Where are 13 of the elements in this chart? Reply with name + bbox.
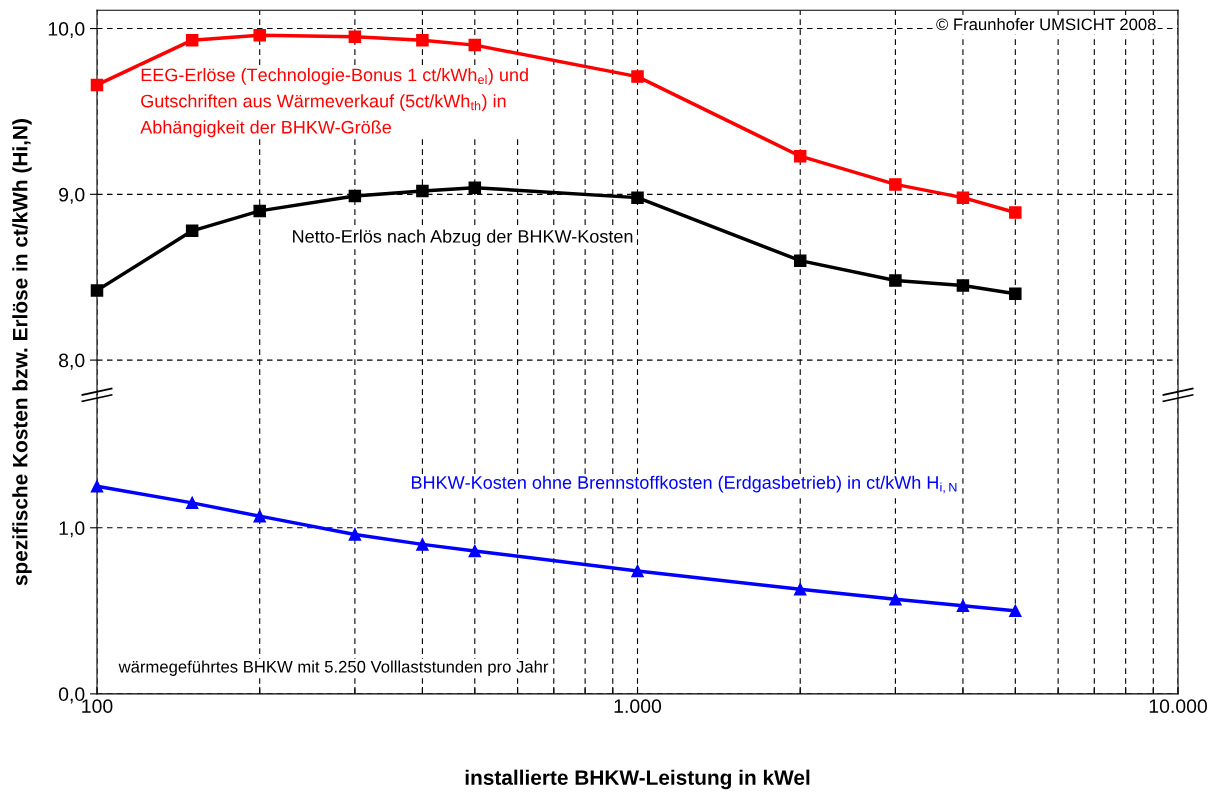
text: BHKW-Kosten ohne Brennstoffkosten (Erdgasbetrieb) in ct/kWh H$_{i,N}$: [411, 475, 957, 494]
text: EEG-Erlöse (Technologie-Bonus 1 ct/kWh$_{el}$) und Gutschriften aus Wärmeverkauf (5ct/kWh$_{th}$) in Abhängigkeit der BHKW-Größe: [140, 68, 528, 138]
x-axis-title: installierte BHKW-Leistung in kWel: [465, 769, 810, 790]
y-axis-title: spezifische Kosten bzw. Erlöse in ct/kWh (Hi,N): [12, 119, 32, 586]
annotation: © Fraunhofer UMSICHT 2008: [936, 18, 1156, 31]
y-tick-label: 10,0: [48, 22, 85, 39]
y-tick-label: 1,0: [59, 521, 85, 538]
x-tick-label: 10.000: [1149, 699, 1208, 714]
y-tick-label: 9,0: [59, 187, 85, 204]
y-tick-label: 8,0: [59, 353, 85, 370]
x-tick-label: 1.000: [614, 699, 662, 714]
series-label: Netto-Erlös nach Abzug der BHKW-Kosten: [293, 229, 633, 247]
annotation: wärmegeführtes BHKW mit 5.250 Volllaststunden pro Jahr: [118, 660, 549, 676]
